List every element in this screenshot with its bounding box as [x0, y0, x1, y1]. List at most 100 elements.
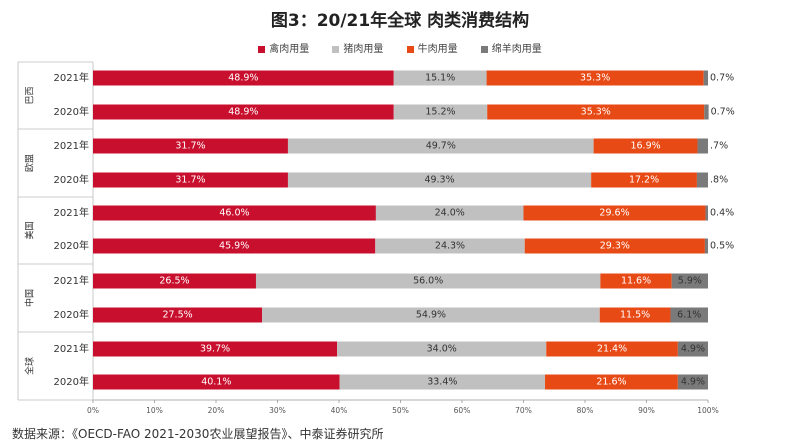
bar-segment — [593, 138, 698, 154]
data-label: 15.1% — [425, 73, 455, 84]
legend-item-beef: 牛肉用量 — [406, 40, 458, 55]
bar-segment — [591, 172, 697, 188]
data-label: 46.0% — [219, 208, 249, 219]
data-label: 40.1% — [201, 377, 231, 388]
data-label: 34.0% — [427, 344, 457, 355]
year-label: 2021年 — [54, 274, 89, 287]
data-label: 4.9% — [681, 377, 705, 388]
data-label: 54.9% — [416, 310, 446, 321]
data-label: 35.3% — [581, 107, 611, 118]
year-label: 2021年 — [54, 139, 89, 152]
x-tick-label: 10% — [146, 406, 163, 415]
data-label: 49.3% — [424, 175, 454, 186]
bar-segment — [93, 273, 256, 289]
x-tick-label: 70% — [515, 406, 532, 415]
bar-segment — [703, 70, 708, 86]
data-label: 49.7% — [426, 141, 456, 152]
data-label: 4.9% — [681, 344, 705, 355]
bar-segment — [523, 205, 706, 221]
legend: 禽肉用量 猪肉用量 牛肉用量 绵羊肉用量 — [0, 40, 800, 55]
data-label: 6.1% — [677, 310, 701, 321]
x-tick-label: 60% — [454, 406, 471, 415]
legend-label: 牛肉用量 — [417, 44, 458, 55]
bar-segment — [339, 374, 546, 390]
source-note: 数据来源：《OECD-FAO 2021-2030农业展望报告》、中泰证券研究所 — [12, 427, 384, 441]
data-label: 56.0% — [413, 276, 443, 287]
bar-segment — [487, 104, 705, 120]
bar-segment — [393, 70, 487, 86]
group-label: 美国 — [24, 221, 36, 239]
bar-segment — [696, 172, 708, 188]
legend-swatch — [258, 45, 266, 53]
group-label: 巴西 — [25, 86, 36, 104]
bar-segment — [705, 205, 708, 221]
year-label: 2020年 — [54, 308, 89, 321]
x-tick-label: 50% — [392, 406, 409, 415]
year-label: 2021年 — [54, 71, 89, 84]
legend-item-poultry: 禽肉用量 — [258, 40, 309, 55]
data-label: 0.5% — [710, 241, 734, 252]
data-label: 39.7% — [200, 344, 230, 355]
data-label: 21.4% — [597, 344, 627, 355]
bar-segment — [671, 273, 708, 289]
data-label: 11.6% — [621, 276, 651, 287]
bar-segment — [93, 341, 338, 357]
bar-segment — [255, 273, 601, 289]
x-tick-label: 0% — [87, 406, 99, 415]
bar-segment — [93, 205, 376, 221]
data-label: 5.9% — [678, 276, 702, 287]
bar-segment — [677, 341, 708, 357]
data-label: 0.7% — [710, 73, 734, 84]
bar-segment — [93, 70, 394, 86]
bar-segment — [697, 138, 708, 154]
data-label: 17.2% — [629, 175, 659, 186]
data-label: 29.6% — [599, 208, 629, 219]
data-label: 26.5% — [159, 276, 189, 287]
year-label: 2020年 — [54, 173, 89, 186]
data-label: 31.7% — [175, 175, 205, 186]
year-label: 2020年 — [54, 239, 89, 252]
data-label: 16.9% — [630, 141, 660, 152]
data-label: 48.9% — [228, 73, 258, 84]
data-label: 11.5% — [620, 310, 650, 321]
bar-segment — [599, 307, 671, 323]
chart-title: 图3：20/21年全球 肉类消费结构 — [270, 11, 530, 31]
year-label: 2021年 — [54, 342, 89, 355]
bar-segment — [600, 273, 672, 289]
bar-segment — [375, 238, 525, 254]
data-label: 15.2% — [425, 107, 455, 118]
year-label: 2020年 — [54, 375, 89, 388]
group-label: 欧盟 — [24, 154, 36, 172]
bar-segment — [545, 374, 678, 390]
bar-segment — [93, 238, 376, 254]
data-label: 0.4% — [710, 208, 734, 219]
bar-segment — [287, 172, 592, 188]
bar-segment — [93, 138, 288, 154]
data-label: 35.3% — [580, 73, 610, 84]
data-label: .7% — [710, 141, 728, 152]
bar-segment — [375, 205, 524, 221]
data-label: 31.7% — [175, 141, 205, 152]
bar-segment — [93, 374, 340, 390]
bar-segment — [262, 307, 600, 323]
bar-segment — [93, 172, 288, 188]
data-label: 0.7% — [711, 107, 735, 118]
x-tick-label: 20% — [208, 406, 225, 415]
x-tick-label: 40% — [331, 406, 348, 415]
year-label: 2020年 — [54, 105, 89, 118]
bar-segment — [704, 104, 709, 120]
data-label: 48.9% — [228, 107, 258, 118]
legend-swatch — [332, 45, 340, 53]
data-label: 29.3% — [600, 241, 630, 252]
legend-swatch — [406, 45, 414, 53]
data-label: 24.0% — [435, 208, 465, 219]
legend-item-mutton: 绵羊肉用量 — [480, 40, 542, 55]
bar-segment — [287, 138, 594, 154]
x-tick-label: 80% — [577, 406, 594, 415]
bar-segment — [486, 70, 704, 86]
legend-label: 绵羊肉用量 — [491, 44, 542, 55]
bar-segment — [670, 307, 708, 323]
x-tick-label: 90% — [638, 406, 655, 415]
data-label: 21.6% — [596, 377, 626, 388]
group-label: 全球 — [24, 357, 36, 375]
